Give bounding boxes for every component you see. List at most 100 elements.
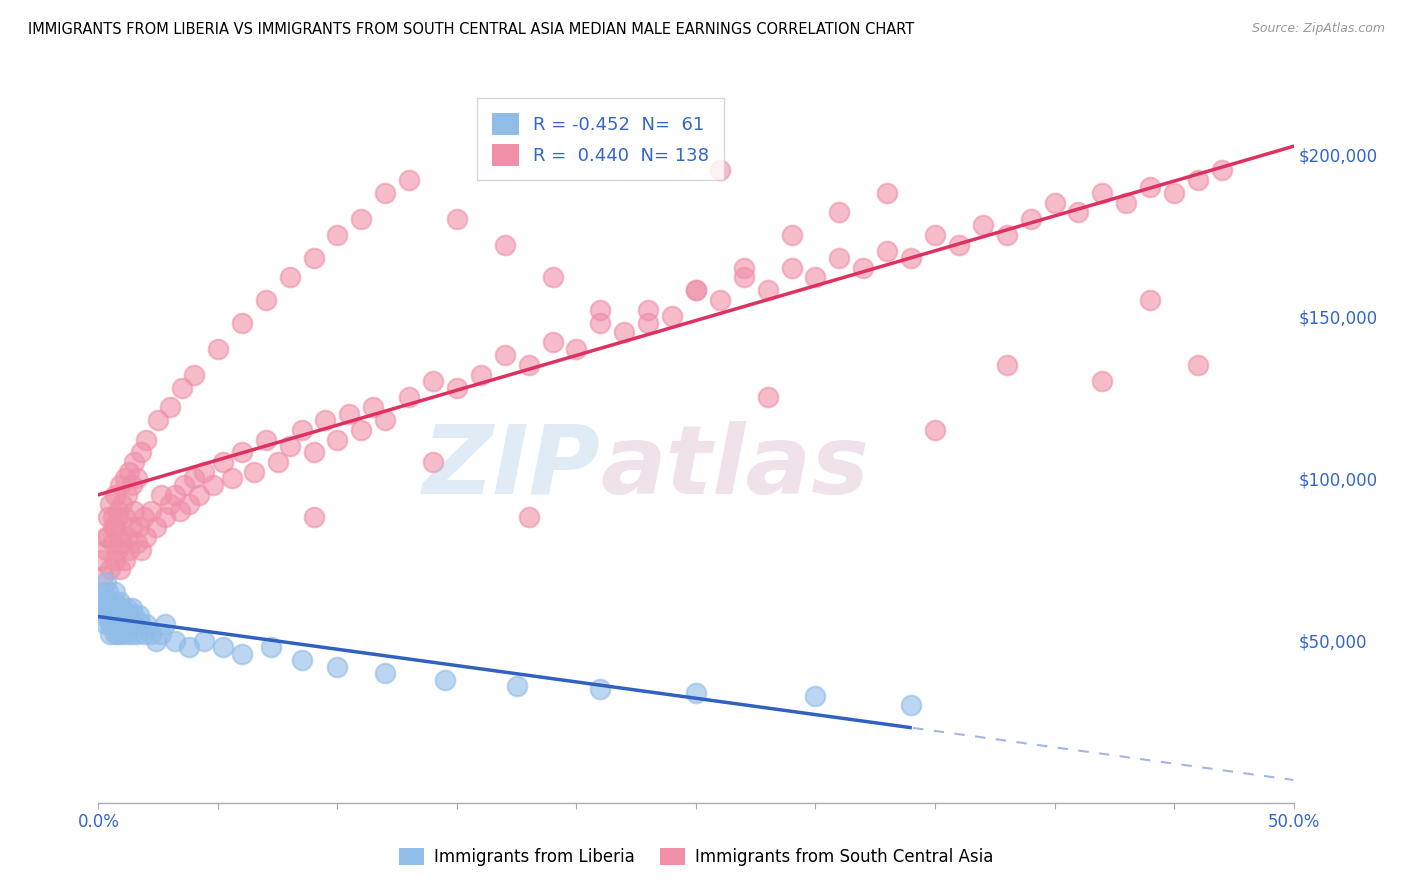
Point bbox=[494, 238, 516, 252]
Point bbox=[589, 682, 612, 697]
Point bbox=[98, 627, 122, 641]
Point bbox=[125, 627, 148, 641]
Point bbox=[900, 698, 922, 713]
Text: Source: ZipAtlas.com: Source: ZipAtlas.com bbox=[1251, 22, 1385, 36]
Point bbox=[637, 302, 659, 317]
Point bbox=[121, 478, 143, 492]
Point bbox=[709, 293, 731, 307]
Point bbox=[159, 497, 181, 511]
Point bbox=[131, 542, 153, 557]
Point bbox=[128, 607, 150, 622]
Point bbox=[125, 536, 148, 550]
Point bbox=[804, 270, 827, 285]
Point bbox=[149, 627, 172, 641]
Point bbox=[111, 536, 134, 550]
Text: IMMIGRANTS FROM LIBERIA VS IMMIGRANTS FROM SOUTH CENTRAL ASIA MEDIAN MALE EARNIN: IMMIGRANTS FROM LIBERIA VS IMMIGRANTS FR… bbox=[28, 22, 914, 37]
Point bbox=[995, 228, 1018, 243]
Point bbox=[169, 504, 191, 518]
Point bbox=[118, 465, 141, 479]
Point bbox=[924, 228, 946, 243]
Point bbox=[661, 310, 683, 324]
Point bbox=[91, 568, 114, 582]
Point bbox=[756, 283, 779, 297]
Point bbox=[434, 673, 457, 687]
Point bbox=[125, 471, 148, 485]
Point bbox=[121, 627, 143, 641]
Point bbox=[876, 186, 898, 200]
Point bbox=[231, 316, 253, 330]
Text: ZIP: ZIP bbox=[422, 421, 600, 514]
Point bbox=[90, 595, 112, 609]
Point bbox=[565, 342, 588, 356]
Point bbox=[685, 283, 707, 297]
Point bbox=[211, 640, 233, 654]
Point bbox=[1043, 195, 1066, 210]
Point bbox=[132, 627, 155, 641]
Point bbox=[541, 335, 564, 350]
Point bbox=[374, 186, 396, 200]
Point bbox=[107, 542, 129, 557]
Point bbox=[107, 601, 129, 615]
Point bbox=[589, 302, 612, 317]
Point bbox=[114, 471, 136, 485]
Point bbox=[211, 455, 233, 469]
Point bbox=[398, 173, 420, 187]
Point bbox=[94, 575, 117, 590]
Point bbox=[876, 244, 898, 259]
Point bbox=[350, 211, 373, 226]
Point bbox=[97, 530, 120, 544]
Point bbox=[291, 423, 314, 437]
Point bbox=[131, 445, 153, 459]
Point bbox=[124, 455, 146, 469]
Point bbox=[101, 520, 124, 534]
Point bbox=[163, 488, 186, 502]
Point bbox=[118, 617, 141, 632]
Point bbox=[326, 659, 349, 673]
Point bbox=[108, 530, 131, 544]
Point bbox=[115, 627, 138, 641]
Point bbox=[733, 270, 755, 285]
Point bbox=[302, 445, 325, 459]
Point bbox=[101, 607, 124, 622]
Point bbox=[363, 400, 385, 414]
Point bbox=[202, 478, 225, 492]
Point bbox=[852, 260, 875, 275]
Point bbox=[193, 465, 215, 479]
Point bbox=[183, 471, 205, 485]
Point bbox=[302, 510, 325, 524]
Point bbox=[995, 358, 1018, 372]
Point bbox=[254, 293, 277, 307]
Point bbox=[422, 455, 444, 469]
Point bbox=[121, 520, 143, 534]
Point bbox=[159, 400, 181, 414]
Point bbox=[94, 601, 117, 615]
Point bbox=[398, 390, 420, 404]
Point bbox=[94, 530, 117, 544]
Point bbox=[104, 601, 127, 615]
Point bbox=[107, 504, 129, 518]
Point bbox=[98, 497, 122, 511]
Point bbox=[1115, 195, 1137, 210]
Point bbox=[173, 478, 195, 492]
Point bbox=[613, 326, 636, 340]
Point bbox=[231, 445, 253, 459]
Point bbox=[148, 413, 170, 427]
Point bbox=[145, 520, 167, 534]
Point bbox=[124, 504, 146, 518]
Point bbox=[179, 497, 201, 511]
Point bbox=[111, 601, 134, 615]
Point bbox=[115, 530, 138, 544]
Point bbox=[326, 433, 349, 447]
Point bbox=[374, 413, 396, 427]
Point bbox=[108, 595, 131, 609]
Point bbox=[733, 260, 755, 275]
Point bbox=[422, 374, 444, 388]
Point bbox=[1187, 173, 1209, 187]
Point bbox=[101, 595, 124, 609]
Point bbox=[517, 510, 540, 524]
Point bbox=[108, 562, 131, 576]
Point bbox=[149, 488, 172, 502]
Point bbox=[350, 423, 373, 437]
Point bbox=[278, 439, 301, 453]
Point bbox=[145, 633, 167, 648]
